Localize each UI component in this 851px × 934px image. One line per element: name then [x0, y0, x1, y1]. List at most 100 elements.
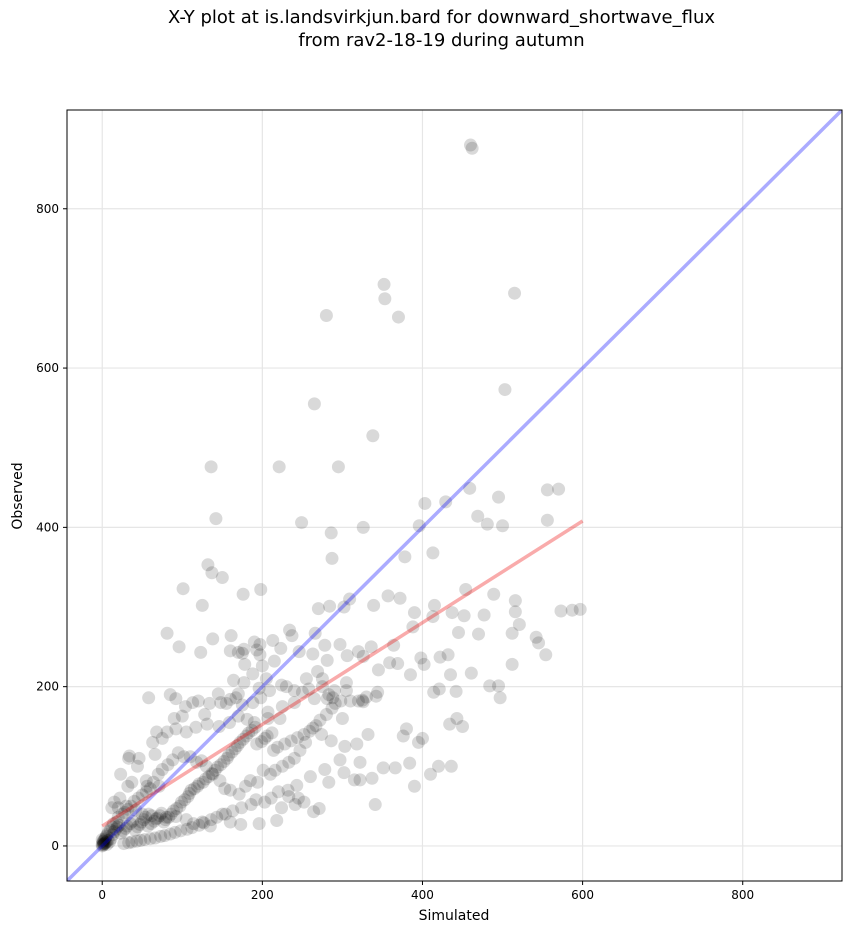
data-point [356, 520, 370, 534]
data-point [311, 602, 325, 616]
data-point [355, 693, 369, 707]
data-point [444, 759, 458, 773]
data-point [275, 678, 289, 692]
data-point [353, 755, 367, 769]
data-point [206, 632, 220, 646]
data-point [96, 838, 110, 852]
data-point [134, 815, 148, 829]
data-point [100, 837, 114, 851]
data-point [184, 783, 198, 797]
data-point [212, 719, 226, 733]
plot-frame [66, 109, 843, 882]
data-point [540, 483, 554, 497]
data-point [189, 720, 203, 734]
data-point [191, 779, 205, 793]
regression-line [101, 519, 584, 828]
data-point [539, 648, 553, 662]
data-point [247, 715, 261, 729]
data-point [186, 696, 200, 710]
data-point [287, 684, 301, 698]
data-point [180, 822, 194, 836]
data-point [169, 809, 183, 823]
data-point [335, 712, 349, 726]
data-point [508, 594, 522, 608]
data-point [172, 640, 186, 654]
data-point [552, 482, 566, 496]
data-point [361, 727, 375, 741]
data-point [142, 807, 156, 821]
data-point [263, 767, 277, 781]
data-point [245, 723, 259, 737]
data-point [282, 755, 296, 769]
data-point [112, 818, 126, 832]
data-point [326, 691, 340, 705]
data-point [275, 700, 289, 714]
data-point [181, 790, 195, 804]
data-point [292, 645, 306, 659]
data-point [223, 783, 237, 797]
data-point [319, 308, 333, 322]
data-point [142, 691, 156, 705]
data-point [496, 519, 510, 533]
data-point [219, 807, 233, 821]
data-point [274, 641, 288, 655]
one-to-one-line [67, 110, 842, 881]
data-point [347, 773, 361, 787]
data-point [334, 694, 348, 708]
data-point [388, 761, 402, 775]
data-point [122, 836, 136, 850]
data-point [97, 837, 111, 851]
data-point [320, 692, 334, 706]
data-point [163, 827, 177, 841]
data-point [263, 684, 277, 698]
data-point [426, 610, 440, 624]
data-point [331, 460, 345, 474]
data-point [399, 722, 413, 736]
data-point [273, 712, 287, 726]
data-point [457, 609, 471, 623]
data-point [235, 801, 249, 815]
data-point [126, 814, 140, 828]
data-point [233, 735, 247, 749]
data-point [121, 779, 135, 793]
data-point [529, 630, 543, 644]
data-point [186, 817, 200, 831]
data-point [110, 815, 124, 829]
data-point [210, 810, 224, 824]
data-point [211, 687, 225, 701]
data-point [251, 775, 265, 789]
chart-title-line-1: X-Y plot at is.landsvirkjun.bard for dow… [167, 7, 716, 28]
data-point [540, 513, 554, 527]
data-point [396, 729, 410, 743]
data-point [148, 831, 162, 845]
data-point [116, 824, 130, 838]
data-point [154, 806, 168, 820]
data-points [95, 138, 587, 853]
data-point [376, 761, 390, 775]
data-point [199, 759, 213, 773]
data-point [285, 629, 299, 643]
data-point [96, 836, 110, 850]
data-point [122, 749, 136, 763]
data-point [248, 720, 262, 734]
data-point [287, 751, 301, 765]
data-point [318, 762, 332, 776]
data-point [213, 774, 227, 788]
data-point [183, 750, 197, 764]
data-point [350, 737, 364, 751]
data-point [312, 802, 326, 816]
data-point [325, 551, 339, 565]
data-point [246, 667, 260, 681]
data-point [176, 582, 190, 596]
data-point [325, 701, 339, 715]
data-point [398, 550, 412, 564]
data-point [295, 516, 309, 530]
data-point [157, 815, 171, 829]
data-point [143, 832, 157, 846]
y-tick-label: 600 [36, 361, 59, 375]
data-point [205, 566, 219, 580]
data-point [309, 719, 323, 733]
y-tick-label: 400 [36, 520, 59, 534]
data-point [169, 722, 183, 736]
